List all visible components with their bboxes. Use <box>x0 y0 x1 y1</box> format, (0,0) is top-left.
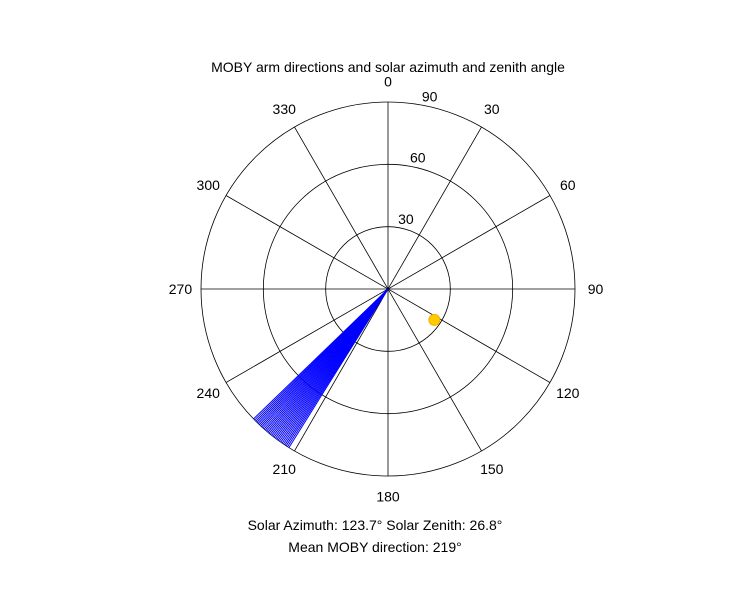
theta-tick-label-120: 120 <box>556 385 580 401</box>
theta-tick-label-300: 300 <box>197 177 221 193</box>
moby-direction-caption: Mean MOBY direction: 219° <box>288 539 462 555</box>
r-tick-label-90: 90 <box>422 88 438 104</box>
theta-tick-label-90: 90 <box>588 281 604 297</box>
moby-arm-line-28 <box>253 288 389 420</box>
theta-tick-label-0: 0 <box>384 73 392 89</box>
r-tick-label-30: 30 <box>398 211 414 227</box>
r-tick-labels: 30 60 90 <box>398 88 438 226</box>
theta-tick-label-270: 270 <box>169 281 193 297</box>
sun-marker <box>428 313 441 326</box>
theta-tick-label-240: 240 <box>197 385 221 401</box>
theta-tick-label-330: 330 <box>273 101 297 117</box>
r-tick-label-60: 60 <box>410 150 426 166</box>
theta-tick-label-60: 60 <box>560 177 576 193</box>
theta-tick-label-180: 180 <box>376 489 400 505</box>
theta-tick-label-30: 30 <box>484 101 500 117</box>
theta-tick-label-210: 210 <box>273 461 297 477</box>
chart-title: MOBY arm directions and solar azimuth an… <box>211 59 565 75</box>
solar-caption: Solar Azimuth: 123.7° Solar Zenith: 26.8… <box>247 517 503 533</box>
data-series <box>253 288 441 448</box>
theta-tick-labels: 0 30 60 90 120 150 180 210 240 270 300 330 <box>169 73 604 504</box>
theta-tick-label-150: 150 <box>480 461 504 477</box>
